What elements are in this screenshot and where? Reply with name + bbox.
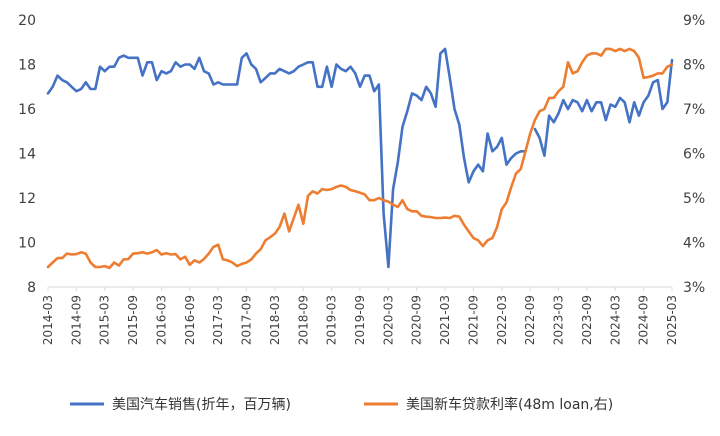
right-tick-label: 5% <box>683 191 705 207</box>
x-tick-label: 2022-03 <box>495 295 509 345</box>
x-tick-label: 2020-03 <box>381 295 395 345</box>
left-tick-label: 20 <box>18 13 36 29</box>
right-axis: 3% 4% 5% 6% 7% 8% 9% <box>683 13 705 296</box>
right-tick-label: 7% <box>683 102 705 118</box>
right-tick-label: 4% <box>683 236 705 252</box>
right-tick-label: 9% <box>683 13 705 29</box>
left-tick-label: 10 <box>18 236 36 252</box>
right-tick-label: 6% <box>683 147 705 163</box>
right-tick-label: 3% <box>683 280 705 296</box>
left-tick-label: 8 <box>27 280 36 296</box>
x-tick-label: 2015-09 <box>126 295 140 345</box>
left-tick-label: 14 <box>18 147 36 163</box>
x-tick-label: 2018-09 <box>296 295 310 345</box>
right-tick-label: 8% <box>683 58 705 74</box>
x-tick-label: 2024-03 <box>608 295 622 345</box>
x-axis: 2014-03 2014-09 2015-03 2015-09 2016-03 2016-… <box>41 287 679 345</box>
x-tick-label: 2014-09 <box>69 295 83 345</box>
legend: 美国汽车销售(折年，百万辆) 美国新车贷款利率(48m loan,右) <box>70 396 613 413</box>
x-tick-label: 2020-09 <box>410 295 424 345</box>
x-tick-label: 2019-03 <box>325 295 339 345</box>
x-tick-label: 2022-09 <box>523 295 537 345</box>
x-tick-label: 2021-03 <box>438 295 452 345</box>
x-tick-label: 2018-03 <box>268 295 282 345</box>
left-tick-label: 18 <box>18 58 36 74</box>
x-tick-label: 2017-09 <box>240 295 254 345</box>
x-tick-label: 2016-03 <box>154 295 168 345</box>
series-layer <box>46 47 674 270</box>
x-tick-label: 2014-03 <box>41 295 55 345</box>
x-tick-label: 2023-09 <box>580 295 594 345</box>
x-tick-label: 2019-09 <box>353 295 367 345</box>
x-tick-label: 2021-09 <box>466 295 480 345</box>
left-tick-label: 12 <box>18 191 36 207</box>
series-line-loan-rate <box>46 47 674 270</box>
x-tick-label: 2017-03 <box>211 295 225 345</box>
x-tick-label: 2024-09 <box>637 295 651 345</box>
legend-label-sales: 美国汽车销售(折年，百万辆) <box>112 396 291 413</box>
x-tick-label: 2025-03 <box>665 295 679 345</box>
left-tick-label: 16 <box>18 102 36 118</box>
x-tick-label: 2016-09 <box>183 295 197 345</box>
left-axis: 8 10 12 14 16 18 20 <box>18 13 36 296</box>
x-tick-label: 2015-03 <box>98 295 112 345</box>
legend-label-rate: 美国新车贷款利率(48m loan,右) <box>406 396 613 413</box>
series-line-auto-sales <box>46 47 674 269</box>
x-tick-label: 2023-03 <box>552 295 566 345</box>
